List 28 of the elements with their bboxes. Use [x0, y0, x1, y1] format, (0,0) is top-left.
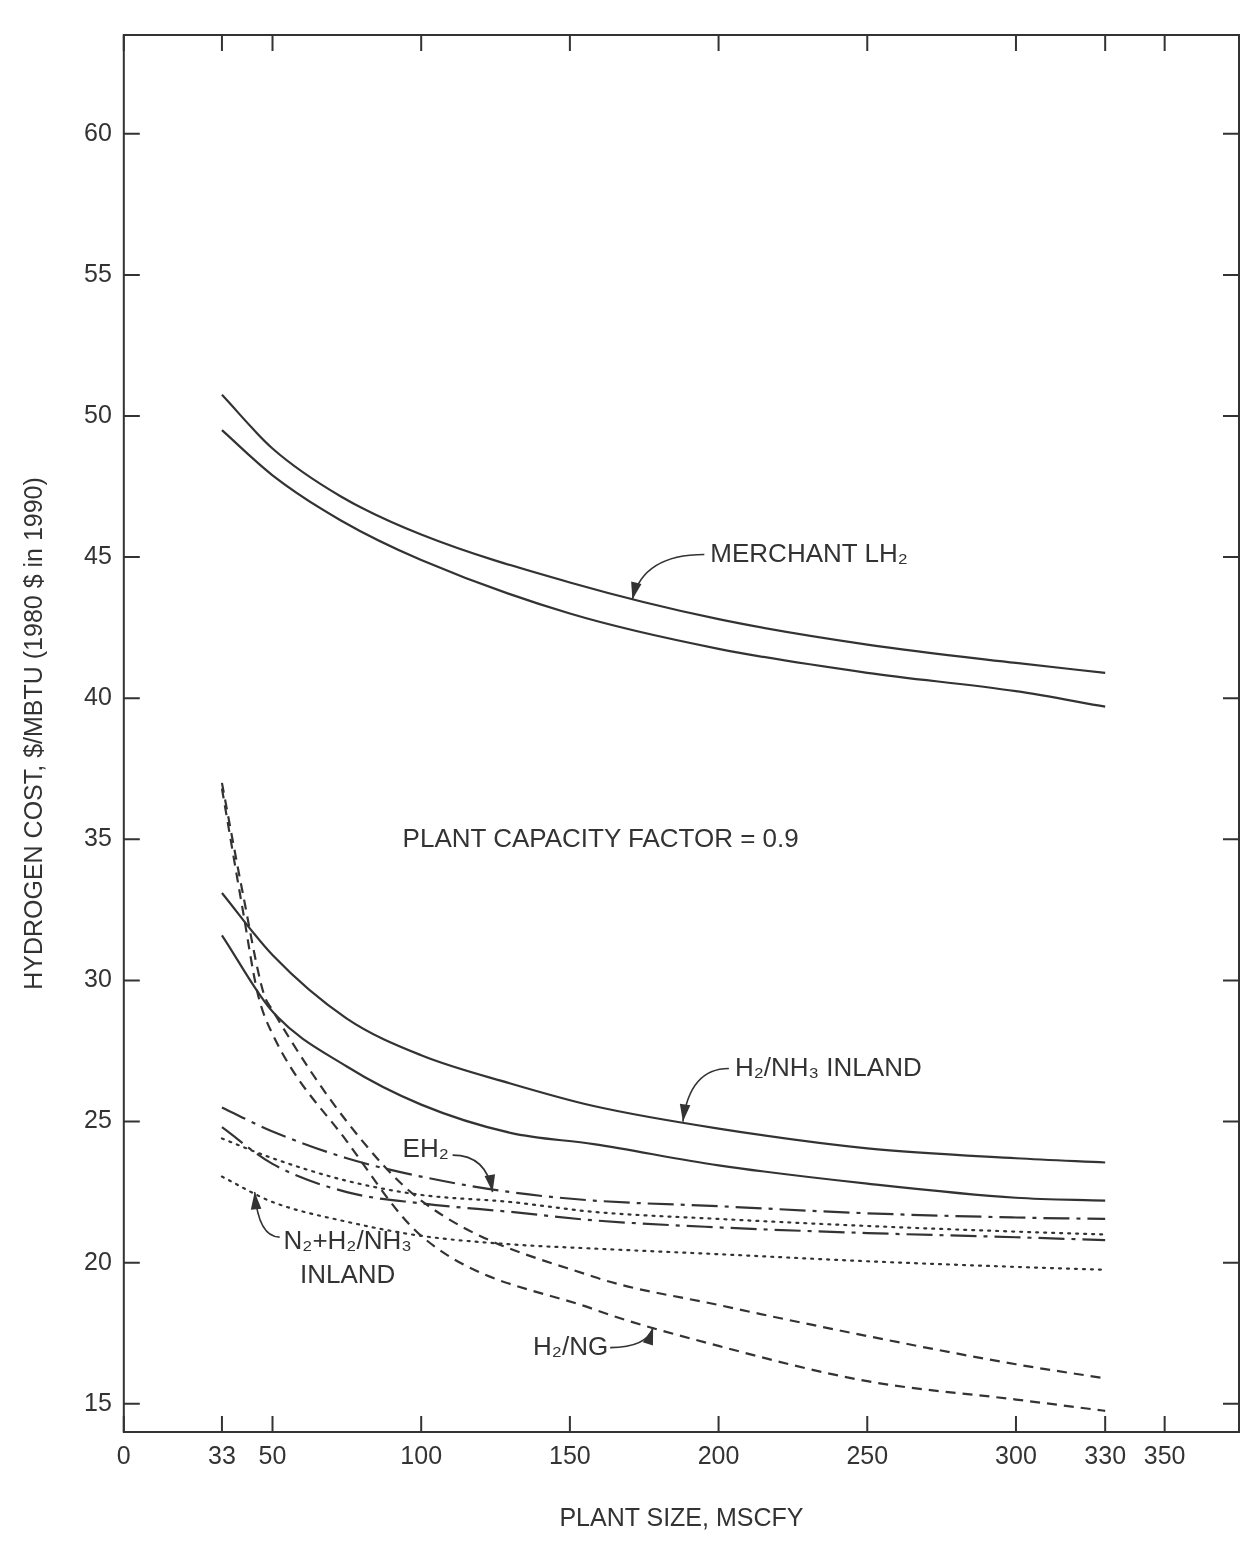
x-tick-label: 250 — [846, 1440, 889, 1469]
y-tick-label: 20 — [84, 1246, 112, 1275]
annotation: N₂+H₂/NH₃ INLAND — [283, 1225, 412, 1290]
x-tick-label: 150 — [549, 1440, 591, 1469]
y-tick-label: 60 — [84, 117, 112, 146]
x-tick-label: 33 — [208, 1440, 236, 1469]
annotation: EH₂ — [402, 1133, 449, 1164]
y-tick-label: 45 — [84, 541, 112, 569]
x-tick-label: 330 — [1084, 1440, 1127, 1469]
annotation: PLANT CAPACITY FACTOR = 0.9 — [402, 822, 799, 853]
y-tick-label: 30 — [84, 964, 112, 993]
y-tick-label: 50 — [84, 399, 112, 428]
annotation: H₂/NG — [533, 1330, 609, 1361]
x-tick-label: 50 — [258, 1440, 287, 1469]
y-tick-label: 35 — [84, 823, 112, 852]
x-axis-title: PLANT SIZE, MSCFY — [559, 1502, 804, 1531]
y-axis-title: HYDROGEN COST, $/MBTU (1980 $ in 1990) — [18, 477, 47, 990]
x-tick-label: 100 — [400, 1440, 443, 1469]
x-tick-label: 200 — [697, 1440, 740, 1469]
x-tick-label: 350 — [1143, 1440, 1186, 1469]
y-tick-label: 40 — [84, 682, 112, 711]
x-tick-label: 0 — [116, 1440, 131, 1469]
y-tick-label: 25 — [84, 1105, 112, 1134]
x-tick-label: 300 — [995, 1440, 1037, 1469]
y-tick-label: 55 — [84, 258, 112, 287]
annotation: MERCHANT LH₂ — [710, 537, 908, 568]
y-tick-label: 15 — [84, 1387, 112, 1416]
annotation: H₂/NH₃ INLAND — [734, 1051, 922, 1082]
